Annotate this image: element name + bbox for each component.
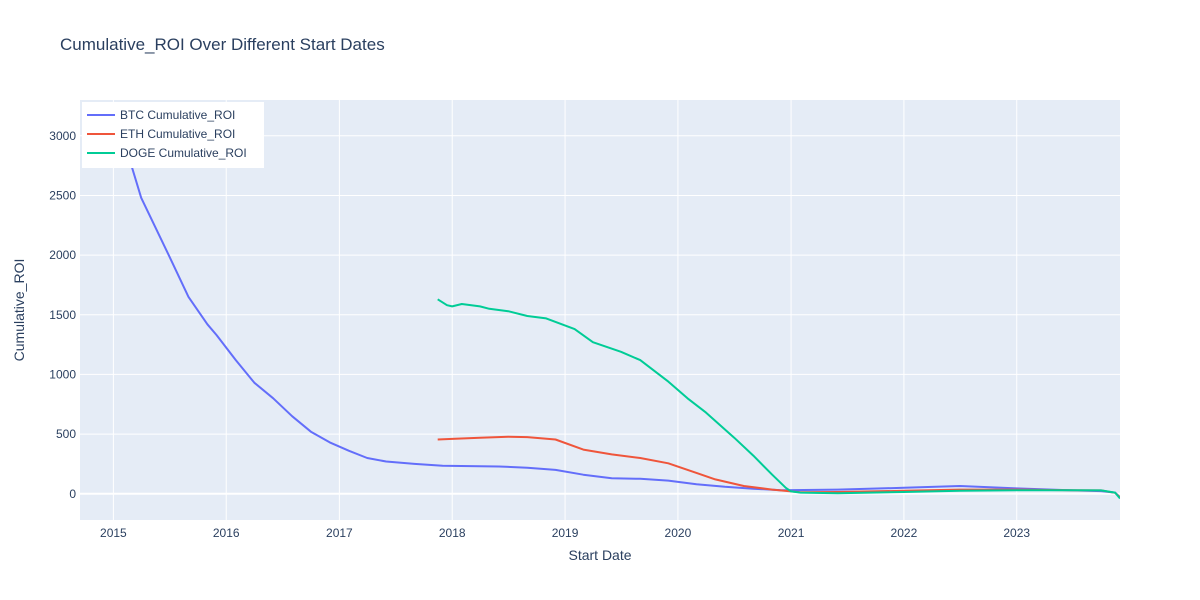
axis-ticks: 2015 2016 2017 2018 2019 2020 2021 2022 2023 0 500… bbox=[49, 129, 1030, 540]
x-axis-title: Start Date bbox=[568, 547, 631, 563]
x-tick-label: 2023 bbox=[1003, 526, 1030, 540]
y-tick-label: 500 bbox=[56, 427, 76, 441]
x-tick-label: 2022 bbox=[891, 526, 918, 540]
plot-area bbox=[80, 100, 1120, 520]
x-tick-label: 2017 bbox=[326, 526, 353, 540]
grid-lines bbox=[80, 100, 1120, 520]
doge-series-line bbox=[437, 298, 1120, 500]
y-tick-label: 1500 bbox=[49, 308, 76, 322]
x-tick-label: 2021 bbox=[778, 526, 805, 540]
y-axis-title: Cumulative_ROI bbox=[11, 259, 27, 362]
x-tick-label: 2019 bbox=[552, 526, 579, 540]
x-tick-label: 2018 bbox=[439, 526, 466, 540]
btc-series-line bbox=[112, 105, 1120, 499]
eth-legend-label[interactable]: ETH Cumulative_ROI bbox=[120, 127, 235, 141]
legend[interactable]: BTC Cumulative_ROI ETH Cumulative_ROI DOGE… bbox=[82, 102, 264, 168]
doge-legend-label[interactable]: DOGE Cumulative_ROI bbox=[120, 146, 247, 160]
btc-legend-label[interactable]: BTC Cumulative_ROI bbox=[120, 108, 235, 122]
series-lines bbox=[112, 105, 1120, 500]
y-tick-label: 0 bbox=[69, 487, 76, 501]
y-tick-label: 2500 bbox=[49, 188, 76, 202]
y-tick-label: 2000 bbox=[49, 248, 76, 262]
x-tick-label: 2020 bbox=[665, 526, 692, 540]
x-tick-label: 2015 bbox=[100, 526, 127, 540]
y-tick-label: 3000 bbox=[49, 129, 76, 143]
y-tick-label: 1000 bbox=[49, 367, 76, 381]
x-tick-label: 2016 bbox=[213, 526, 240, 540]
chart-title: Cumulative_ROI Over Different Start Date… bbox=[60, 35, 385, 54]
